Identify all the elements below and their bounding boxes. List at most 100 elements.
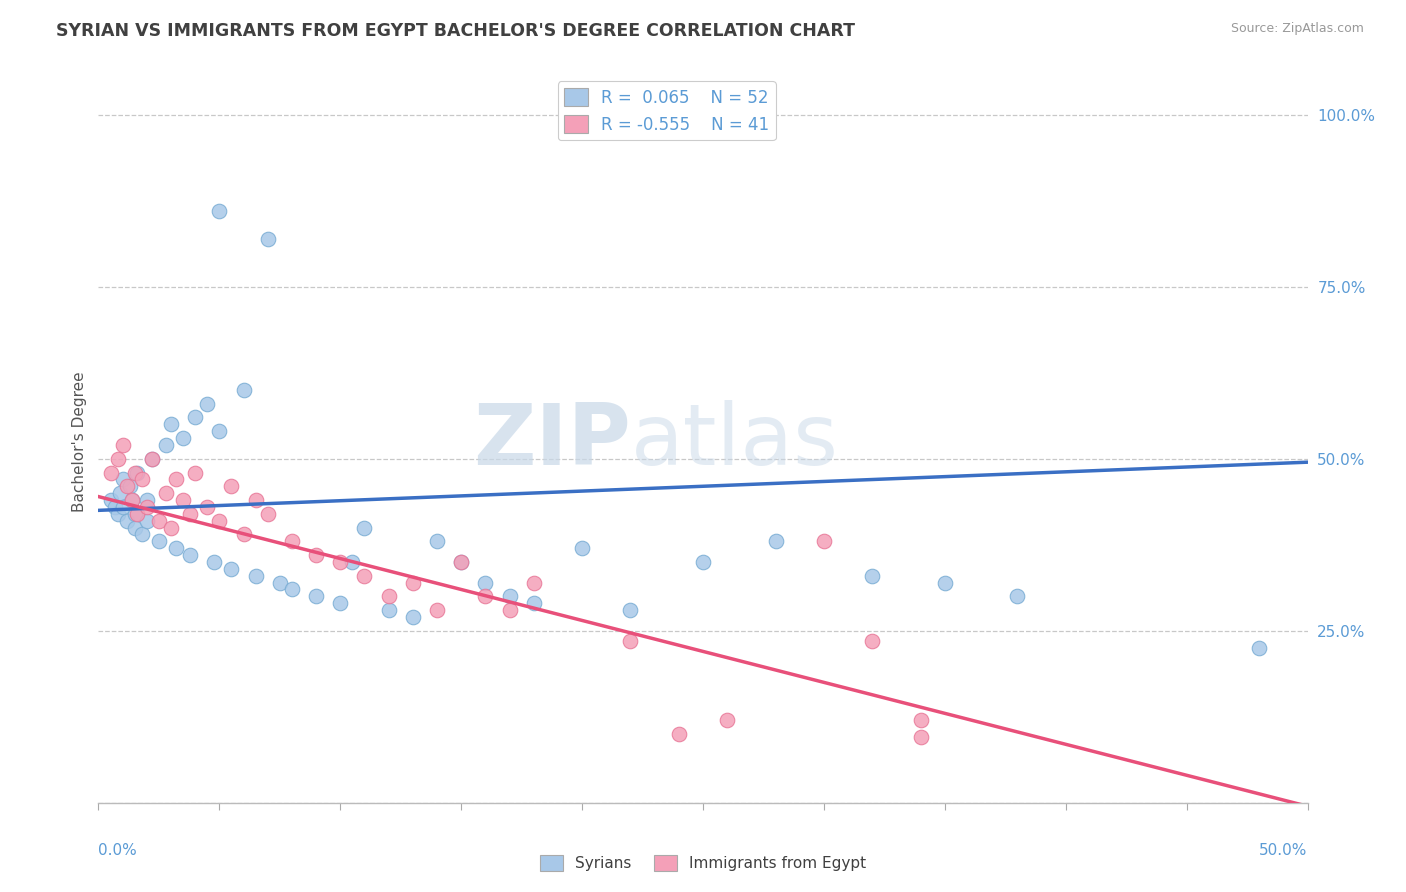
Point bbox=[402, 610, 425, 624]
Point bbox=[208, 424, 231, 438]
Point bbox=[111, 438, 134, 452]
Point bbox=[100, 466, 122, 480]
Point bbox=[160, 417, 183, 432]
Point bbox=[131, 527, 153, 541]
Point bbox=[184, 466, 207, 480]
Point bbox=[353, 520, 375, 534]
Point bbox=[474, 590, 496, 604]
Point bbox=[148, 534, 170, 549]
Point bbox=[232, 527, 254, 541]
Point bbox=[179, 548, 201, 562]
Point bbox=[208, 204, 231, 219]
Point bbox=[165, 472, 187, 486]
Point bbox=[141, 451, 163, 466]
Point bbox=[329, 555, 352, 569]
Point bbox=[860, 568, 883, 582]
Text: SYRIAN VS IMMIGRANTS FROM EGYPT BACHELOR'S DEGREE CORRELATION CHART: SYRIAN VS IMMIGRANTS FROM EGYPT BACHELOR… bbox=[56, 22, 855, 40]
Point bbox=[692, 555, 714, 569]
Point bbox=[135, 493, 157, 508]
Point bbox=[221, 479, 243, 493]
Point bbox=[124, 466, 146, 480]
Text: ZIP: ZIP bbox=[472, 400, 630, 483]
Point bbox=[1007, 590, 1029, 604]
Point bbox=[127, 466, 149, 480]
Point bbox=[245, 493, 267, 508]
Point bbox=[111, 472, 134, 486]
Point bbox=[148, 514, 170, 528]
Point bbox=[523, 575, 546, 590]
Point bbox=[107, 507, 129, 521]
Point bbox=[269, 575, 291, 590]
Point bbox=[450, 555, 472, 569]
Point bbox=[256, 507, 278, 521]
Point bbox=[910, 713, 932, 727]
Point bbox=[111, 500, 134, 514]
Point bbox=[245, 568, 267, 582]
Point bbox=[281, 534, 304, 549]
Point bbox=[104, 500, 127, 514]
Point bbox=[172, 431, 194, 445]
Point bbox=[426, 534, 449, 549]
Point bbox=[204, 555, 226, 569]
Point bbox=[135, 514, 157, 528]
Point bbox=[208, 514, 231, 528]
Point bbox=[305, 590, 328, 604]
Point bbox=[141, 451, 163, 466]
Text: Source: ZipAtlas.com: Source: ZipAtlas.com bbox=[1230, 22, 1364, 36]
Point bbox=[498, 590, 520, 604]
Point bbox=[121, 493, 143, 508]
Point bbox=[100, 493, 122, 508]
Point bbox=[107, 451, 129, 466]
Point bbox=[117, 479, 139, 493]
Point bbox=[117, 514, 139, 528]
Point bbox=[232, 383, 254, 397]
Point bbox=[377, 603, 399, 617]
Point bbox=[281, 582, 304, 597]
Point bbox=[160, 520, 183, 534]
Point bbox=[195, 500, 218, 514]
Point bbox=[523, 596, 546, 610]
Point bbox=[155, 486, 177, 500]
Point bbox=[184, 410, 207, 425]
Point bbox=[498, 603, 520, 617]
Point bbox=[118, 479, 141, 493]
Point bbox=[165, 541, 187, 556]
Point bbox=[910, 731, 932, 745]
Point bbox=[124, 507, 146, 521]
Point bbox=[619, 634, 641, 648]
Legend: Syrians, Immigrants from Egypt: Syrians, Immigrants from Egypt bbox=[533, 849, 873, 877]
Point bbox=[155, 438, 177, 452]
Text: 50.0%: 50.0% bbox=[1260, 843, 1308, 857]
Text: 0.0%: 0.0% bbox=[98, 843, 138, 857]
Text: atlas: atlas bbox=[630, 400, 838, 483]
Point bbox=[402, 575, 425, 590]
Point bbox=[474, 575, 496, 590]
Point bbox=[934, 575, 956, 590]
Point bbox=[305, 548, 328, 562]
Point bbox=[195, 397, 218, 411]
Point bbox=[256, 231, 278, 245]
Point bbox=[135, 500, 157, 514]
Point bbox=[131, 472, 153, 486]
Point bbox=[450, 555, 472, 569]
Point bbox=[353, 568, 375, 582]
Point bbox=[571, 541, 593, 556]
Point bbox=[127, 507, 149, 521]
Point bbox=[1249, 640, 1271, 655]
Point bbox=[426, 603, 449, 617]
Point bbox=[716, 713, 738, 727]
Point bbox=[108, 486, 131, 500]
Point bbox=[329, 596, 352, 610]
Point bbox=[342, 555, 364, 569]
Legend: R =  0.065    N = 52, R = -0.555    N = 41: R = 0.065 N = 52, R = -0.555 N = 41 bbox=[558, 81, 776, 140]
Point bbox=[179, 507, 201, 521]
Point bbox=[124, 520, 146, 534]
Point bbox=[619, 603, 641, 617]
Point bbox=[221, 562, 243, 576]
Y-axis label: Bachelor's Degree: Bachelor's Degree bbox=[72, 371, 87, 512]
Point bbox=[172, 493, 194, 508]
Point bbox=[860, 634, 883, 648]
Point bbox=[121, 493, 143, 508]
Point bbox=[765, 534, 787, 549]
Point bbox=[377, 590, 399, 604]
